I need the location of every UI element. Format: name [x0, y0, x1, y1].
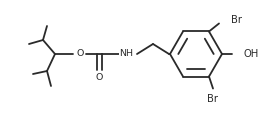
Text: O: O [76, 49, 84, 59]
Text: OH: OH [244, 49, 259, 59]
Text: Br: Br [207, 93, 219, 104]
Text: O: O [96, 72, 103, 82]
Text: NH: NH [119, 48, 133, 57]
Text: Br: Br [231, 15, 242, 25]
